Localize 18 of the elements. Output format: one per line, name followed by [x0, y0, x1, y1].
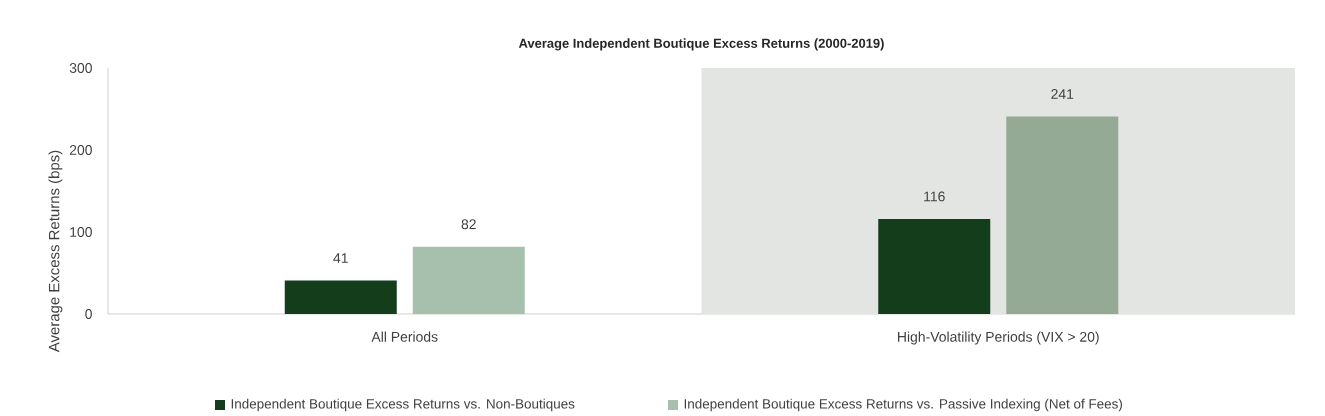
- bar: [878, 218, 991, 314]
- data-label: 241: [1051, 89, 1074, 99]
- y-tick-label: 100: [70, 227, 92, 237]
- bar: [1006, 116, 1119, 314]
- bar: [284, 280, 397, 314]
- legend-label: Independent Boutique Excess Returns vs. Non-Boutiques: [231, 398, 575, 412]
- y-tick-label: 300: [69, 63, 92, 73]
- bar: [412, 246, 525, 314]
- legend-label: Independent Boutique Excess Returns vs. Passive Indexing (Net of Fees): [684, 398, 1122, 412]
- data-label: 116: [924, 191, 945, 202]
- y-tick-label: 200: [69, 145, 92, 155]
- chart-title: Average Independent Boutique Excess Returns (2000-2019): [518, 38, 884, 51]
- x-tick-label: High-Volatility Periods (VIX > 20): [898, 331, 1099, 345]
- data-label: 82: [461, 219, 476, 230]
- y-tick-label: 0: [85, 309, 92, 319]
- data-label: 41: [333, 253, 348, 263]
- x-tick-label: All Periods: [371, 331, 438, 342]
- y-axis-title: Average Excess Returns (bps): [48, 150, 63, 353]
